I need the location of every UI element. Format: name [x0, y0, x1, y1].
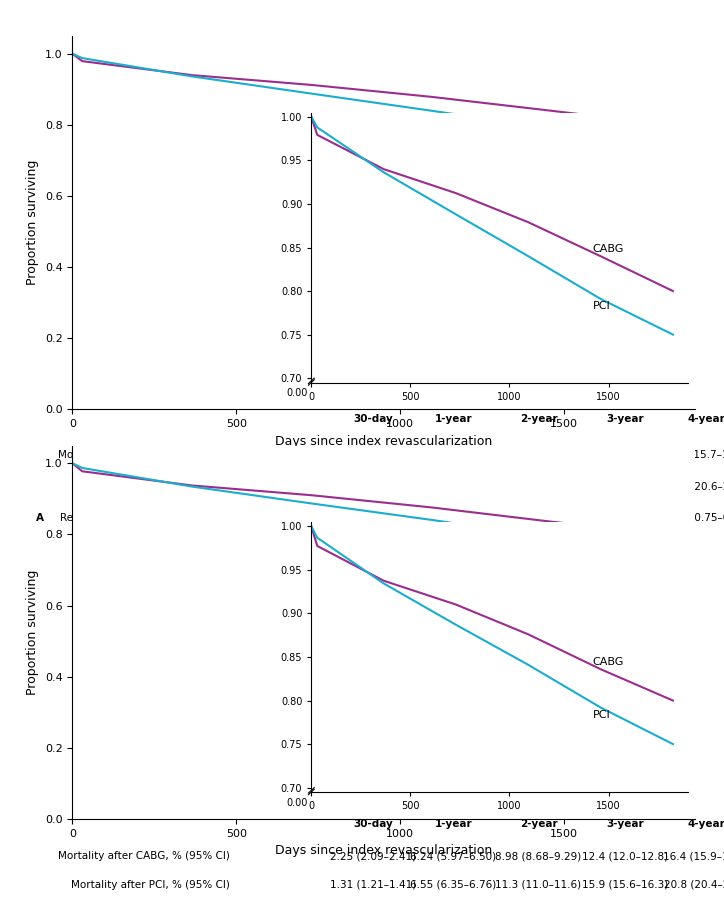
Text: 11.3 (11.0–11.6): 11.3 (11.0–11.6)	[495, 880, 581, 890]
Text: 8.76 (8.56–8.94): 8.76 (8.56–8.94)	[495, 450, 581, 460]
Text: 2.07 (1.98–2.17): 2.07 (1.98–2.17)	[330, 450, 416, 460]
Text: 1-year: 1-year	[434, 819, 472, 829]
Text: 0.00: 0.00	[286, 797, 308, 808]
Text: 8.98 (8.68–9.29): 8.98 (8.68–9.29)	[495, 851, 581, 861]
Text: 4-year: 4-year	[688, 414, 724, 424]
Text: 1.31 (1.21–1.41): 1.31 (1.21–1.41)	[330, 880, 416, 890]
Y-axis label: Proportion surviving: Proportion surviving	[26, 160, 39, 285]
Text: 6.00 (5.58–6.17): 6.00 (5.58–6.17)	[411, 450, 497, 460]
Text: Mortality after PCI, % (95% CI): Mortality after PCI, % (95% CI)	[71, 482, 230, 491]
Text: 30-day: 30-day	[353, 819, 393, 829]
Text: 4-year: 4-year	[688, 819, 724, 829]
Text: 0.76 (0.74–0.78): 0.76 (0.74–0.78)	[582, 513, 668, 523]
Text: PCI: PCI	[593, 302, 610, 311]
Text: 0.00: 0.00	[286, 388, 308, 399]
Text: 2-year: 2-year	[520, 819, 557, 829]
Text: 0.94 (0.91–0.97): 0.94 (0.91–0.97)	[411, 513, 497, 523]
Text: Mortality after CABG, % (95% CI): Mortality after CABG, % (95% CI)	[59, 450, 230, 460]
Text: Relative risk with CABG (95% CI): Relative risk with CABG (95% CI)	[59, 513, 230, 523]
Text: 16.0 (15.7–16.2): 16.0 (15.7–16.2)	[582, 482, 668, 491]
Text: 2.25 (2.09–2.41): 2.25 (2.09–2.41)	[330, 851, 416, 861]
Text: 0.78 (0.76–0.80): 0.78 (0.76–0.80)	[496, 513, 581, 523]
Text: 0.76 (0.75–0.78): 0.76 (0.75–0.78)	[664, 513, 724, 523]
X-axis label: Days since index revascularization: Days since index revascularization	[275, 435, 492, 448]
Text: CABG: CABG	[593, 657, 624, 667]
Text: 3-year: 3-year	[606, 414, 644, 424]
Text: 1.72 (1.58–1.84): 1.72 (1.58–1.84)	[330, 513, 416, 523]
Text: 6.24 (5.97–6.50): 6.24 (5.97–6.50)	[411, 851, 497, 861]
Text: 30-day: 30-day	[353, 414, 393, 424]
Text: 12.4 (12.0–12.8): 12.4 (12.0–12.8)	[582, 851, 668, 861]
Text: A: A	[36, 513, 44, 523]
Text: 6.36 (6.22–6.51): 6.36 (6.22–6.51)	[411, 482, 497, 491]
Text: 15.9 (15.6–16.3): 15.9 (15.6–16.3)	[582, 880, 668, 890]
Text: 2-year: 2-year	[520, 414, 557, 424]
Text: 16.4 (15.9–16.9): 16.4 (15.9–16.9)	[663, 851, 724, 861]
Text: 1-year: 1-year	[434, 414, 472, 424]
X-axis label: Days since index revascularization: Days since index revascularization	[275, 844, 492, 858]
Text: 1.21 (1.14–1.27): 1.21 (1.14–1.27)	[330, 482, 416, 491]
Text: PCI: PCI	[593, 710, 610, 720]
Text: Mortality after PCI, % (95% CI): Mortality after PCI, % (95% CI)	[71, 880, 230, 890]
Text: 11.2 (11.0–11.4): 11.2 (11.0–11.4)	[495, 482, 581, 491]
Text: CABG: CABG	[593, 244, 624, 254]
Text: 20.8 (20.4–21.2): 20.8 (20.4–21.2)	[664, 880, 724, 890]
Text: Mortality after CABG, % (95% CI): Mortality after CABG, % (95% CI)	[59, 851, 230, 861]
Text: 20.9 (20.6–21.3): 20.9 (20.6–21.3)	[664, 482, 724, 491]
Text: 3-year: 3-year	[606, 819, 644, 829]
Text: 6.55 (6.35–6.76): 6.55 (6.35–6.76)	[411, 880, 497, 890]
Text: 16.0 (15.7–16.3): 16.0 (15.7–16.3)	[663, 450, 724, 460]
Y-axis label: Proportion surviving: Proportion surviving	[26, 570, 39, 695]
Text: 12.1 (11.9–12.4): 12.1 (11.9–12.4)	[582, 450, 668, 460]
